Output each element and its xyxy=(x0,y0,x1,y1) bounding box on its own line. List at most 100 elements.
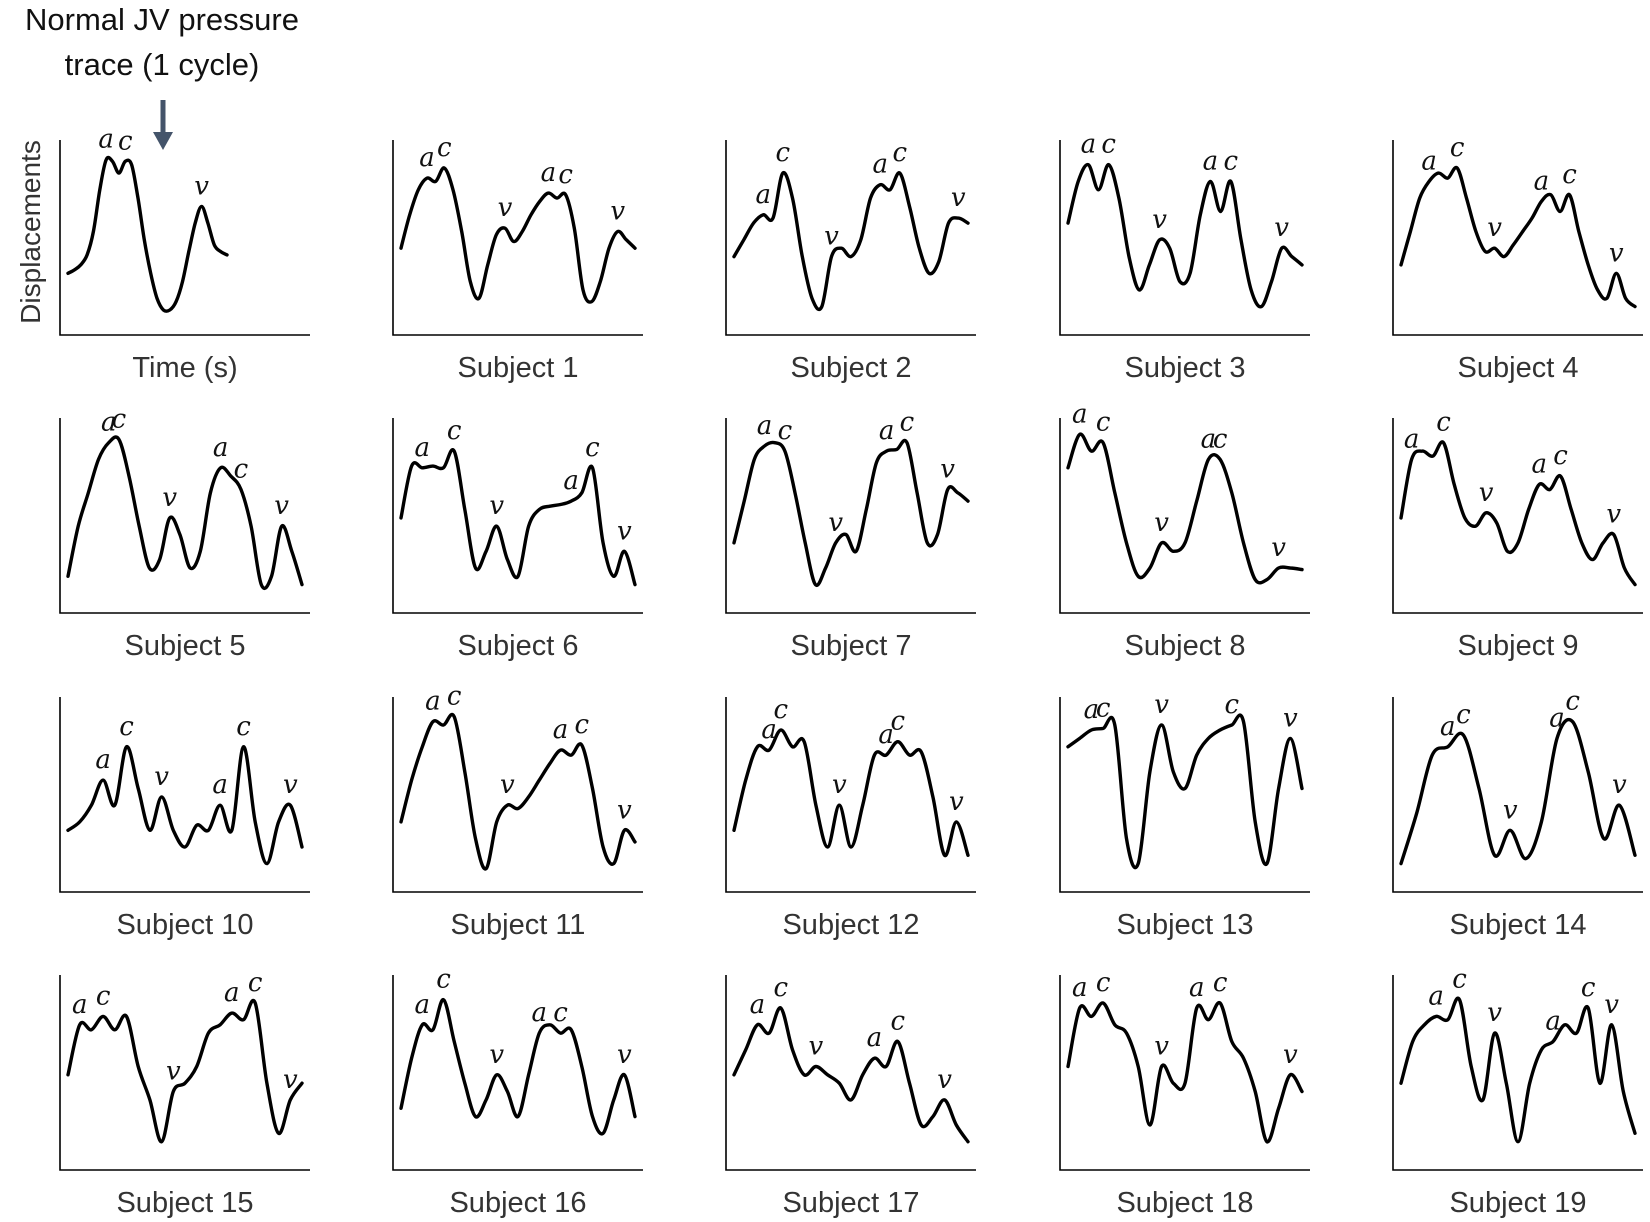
peak-label-v: v xyxy=(162,483,177,513)
trace-line xyxy=(66,155,229,313)
peak-label-c: c xyxy=(447,682,462,712)
peak-label-a: a xyxy=(879,416,895,446)
peak-label-c: c xyxy=(447,416,462,446)
peak-label-c: c xyxy=(900,408,915,438)
peak-label-v: v xyxy=(1612,770,1627,800)
peak-label-v: v xyxy=(1152,205,1167,235)
peak-label-v: v xyxy=(1154,1032,1169,1062)
peak-label-v: v xyxy=(500,770,515,800)
peak-label-v: v xyxy=(1283,703,1298,733)
peak-label-c: c xyxy=(1096,693,1111,723)
peak-label-v: v xyxy=(937,1065,952,1095)
peak-label-a: a xyxy=(1440,712,1456,742)
peak-label-a: a xyxy=(532,998,548,1028)
subject-label: Subject 19 xyxy=(1449,1187,1586,1219)
subject-label: Subject 3 xyxy=(1125,352,1246,384)
peak-label-c: c xyxy=(1096,408,1111,438)
peak-label-v: v xyxy=(832,770,847,800)
panel-axes xyxy=(1059,418,1310,614)
peak-label-v: v xyxy=(1487,998,1502,1028)
peak-label-a: a xyxy=(867,1023,883,1053)
annotation-line-2: trace (1 cycle) xyxy=(65,47,260,82)
peak-label-c: c xyxy=(553,998,568,1028)
peak-label-v: v xyxy=(940,454,955,484)
subject-label: Subject 4 xyxy=(1458,352,1579,384)
panel-axes xyxy=(392,697,643,893)
peak-label-v: v xyxy=(949,787,964,817)
peak-label-a: a xyxy=(1203,146,1219,176)
down-arrow-icon xyxy=(153,100,173,150)
trace-line xyxy=(1066,432,1304,585)
peak-label-c: c xyxy=(1452,965,1467,995)
peak-label-c: c xyxy=(575,710,590,740)
panel-axes xyxy=(392,975,643,1171)
trace-line xyxy=(66,745,304,866)
trace-line xyxy=(1066,162,1304,309)
peak-label-a: a xyxy=(98,125,114,155)
subject-label: Subject 18 xyxy=(1116,1187,1253,1219)
peak-label-c: c xyxy=(437,133,452,163)
panel-axes xyxy=(392,140,643,336)
peak-label-c: c xyxy=(96,981,111,1011)
peak-label-c: c xyxy=(778,416,793,446)
peak-label-a: a xyxy=(1072,973,1088,1003)
subject-label: Subject 14 xyxy=(1449,909,1586,941)
peak-label-c: c xyxy=(112,404,127,434)
y-axis-label: Displacements xyxy=(15,140,46,324)
peak-label-c: c xyxy=(585,433,600,463)
peak-label-a: a xyxy=(101,408,117,438)
subject-label: Subject 7 xyxy=(791,630,912,662)
peak-label-a: a xyxy=(541,158,557,188)
peak-label-a: a xyxy=(1428,981,1444,1011)
trace-line xyxy=(1399,440,1637,587)
panel-axes xyxy=(1392,140,1643,336)
peak-label-a: a xyxy=(553,715,569,745)
peak-label-c: c xyxy=(775,138,790,168)
peak-label-a: a xyxy=(224,978,240,1008)
peak-label-c: c xyxy=(248,968,263,998)
peak-label-c: c xyxy=(119,712,134,742)
panel-axes xyxy=(1059,140,1310,336)
peak-label-a: a xyxy=(425,687,441,717)
panel-axes xyxy=(725,418,976,614)
peak-label-c: c xyxy=(774,695,789,725)
panel-axes xyxy=(1059,697,1310,893)
trace-line xyxy=(1399,165,1637,309)
subject-label: Subject 11 xyxy=(451,909,586,941)
trace-line xyxy=(1066,713,1304,870)
peak-label-v: v xyxy=(194,171,209,201)
peak-label-c: c xyxy=(118,126,133,156)
peak-label-v: v xyxy=(1604,990,1619,1020)
peak-label-a: a xyxy=(1549,703,1565,733)
peak-label-v: v xyxy=(283,1065,298,1095)
peak-label-c: c xyxy=(892,138,907,168)
subject-label: Subject 5 xyxy=(125,630,246,662)
trace-line xyxy=(732,170,970,312)
peak-label-a: a xyxy=(415,990,431,1020)
panel-axes xyxy=(725,140,976,336)
panel-axes xyxy=(1392,975,1643,1171)
peak-label-v: v xyxy=(809,1032,824,1062)
peak-label-v: v xyxy=(617,1040,632,1070)
trace-line xyxy=(399,997,637,1136)
peak-label-c: c xyxy=(1436,408,1451,438)
peak-label-c: c xyxy=(1565,687,1580,717)
panel-axes xyxy=(725,975,976,1171)
peak-label-v: v xyxy=(610,197,625,227)
peak-label-c: c xyxy=(1562,160,1577,190)
peak-label-v: v xyxy=(1487,213,1502,243)
peak-label-v: v xyxy=(489,1040,504,1070)
peak-label-a: a xyxy=(872,150,888,180)
peak-label-a: a xyxy=(1404,424,1420,454)
